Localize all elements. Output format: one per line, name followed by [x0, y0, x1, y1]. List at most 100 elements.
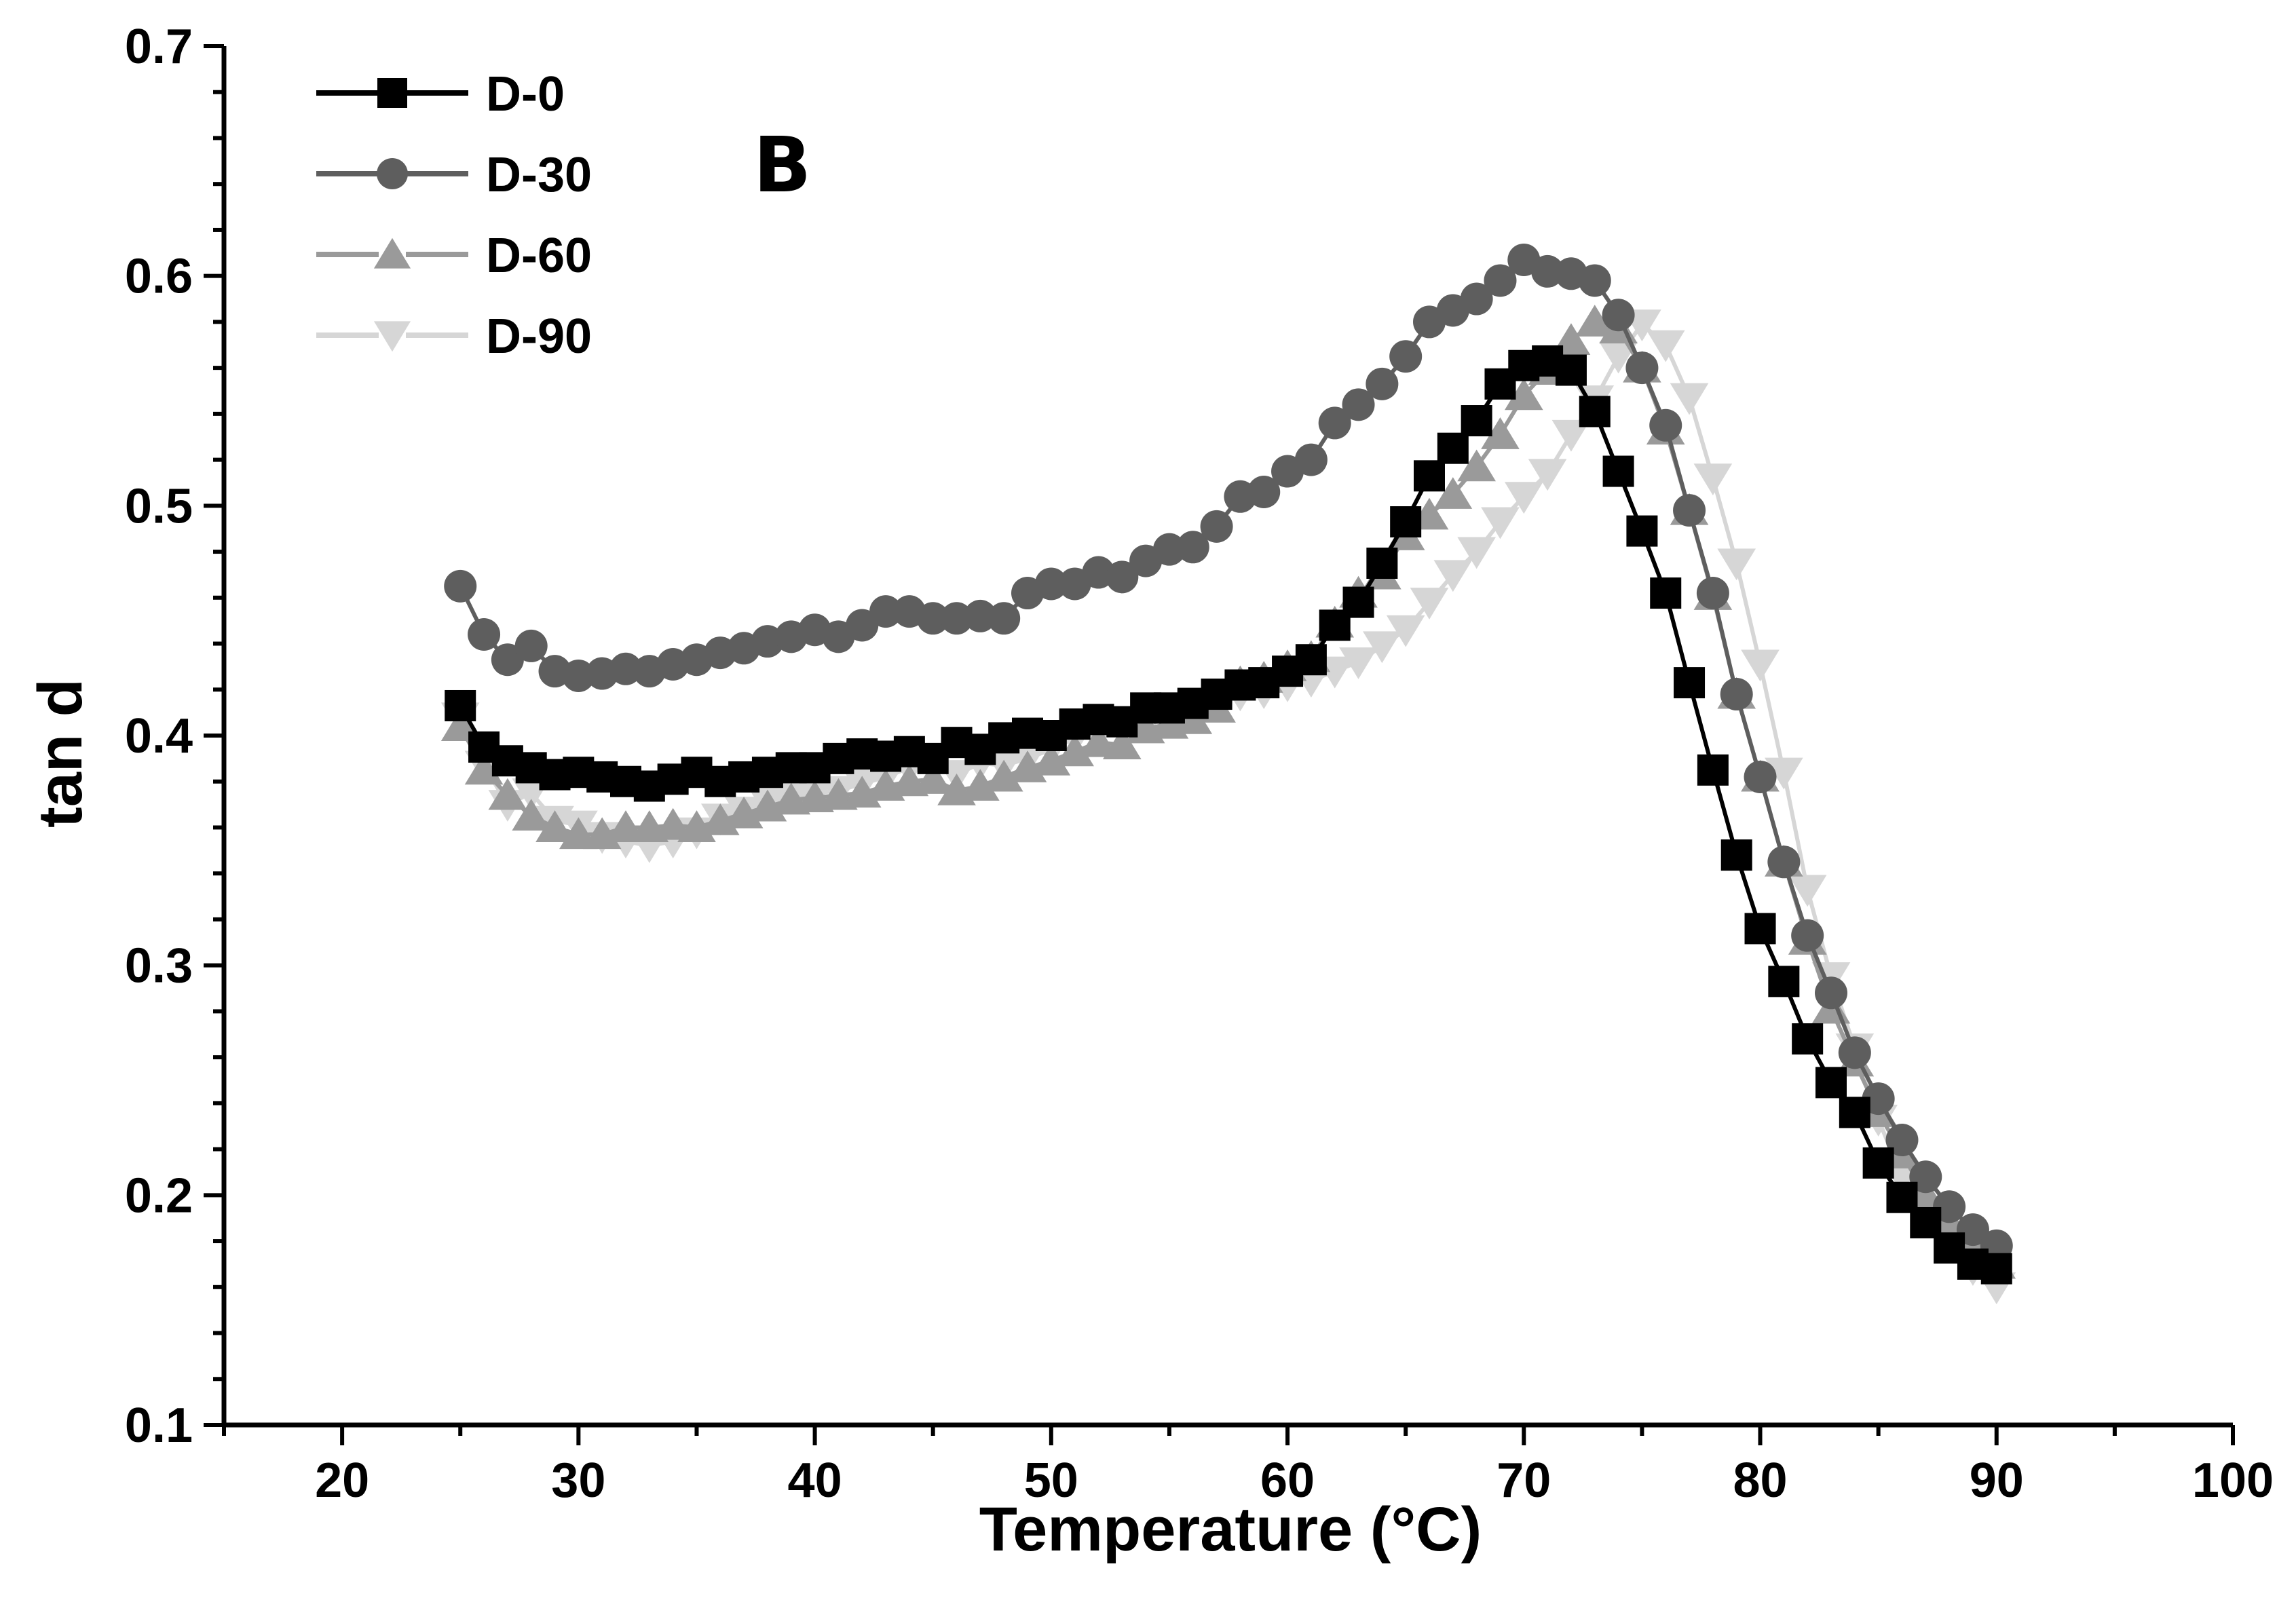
data-point [1625, 351, 1659, 385]
x-tick-label: 50 [1024, 1453, 1078, 1508]
data-point [846, 609, 879, 642]
legend-label: D-60 [486, 229, 592, 283]
data-point [562, 659, 595, 692]
x-axis-title: Temperature (°C) [979, 1495, 1482, 1564]
data-point [1646, 330, 1685, 362]
data-point [1079, 725, 1118, 757]
data-point [1414, 460, 1445, 492]
legend-marker [377, 158, 408, 189]
axes: 20 30 40 50 60 70 80 90 100 0.10.20.30.40.50.60.… [125, 20, 2274, 1508]
data-point [654, 807, 692, 840]
data-point [1481, 507, 1520, 539]
data-point [1481, 417, 1520, 449]
data-point [1457, 537, 1496, 569]
data-point [1366, 548, 1398, 579]
data-point [1528, 459, 1567, 491]
data-point [1295, 644, 1327, 676]
data-point [464, 753, 504, 785]
y-tick-label: 0.3 [125, 939, 193, 993]
series-d-0 [445, 345, 2012, 1285]
y-tick-label: 0.1 [125, 1399, 193, 1453]
data-point [916, 602, 949, 635]
data-point [445, 689, 476, 721]
legend-label: D-90 [486, 309, 592, 364]
data-point [1599, 341, 1638, 374]
data-point [1555, 354, 1587, 386]
data-point [1767, 845, 1801, 879]
y-tick-label: 0.2 [125, 1168, 193, 1223]
data-point [1717, 548, 1756, 581]
legend-marker [377, 78, 407, 108]
data-point [1626, 515, 1658, 547]
data-point [1578, 264, 1611, 297]
plot-area [440, 243, 2016, 1305]
data-point [535, 810, 574, 842]
legend-label: D-0 [486, 67, 565, 121]
data-point [1460, 282, 1493, 316]
data-point [964, 599, 997, 632]
data-point [468, 617, 501, 651]
data-point [1389, 340, 1423, 373]
x-tick-label: 30 [551, 1453, 605, 1508]
data-point [940, 602, 973, 635]
legend-entry-d-0: D-0 [316, 67, 565, 121]
data-point [1788, 875, 1827, 907]
data-point [1862, 1147, 1894, 1179]
legend-marker [373, 321, 411, 352]
data-point [1247, 476, 1281, 509]
data-point [869, 595, 903, 628]
data-point [512, 799, 551, 831]
data-point [1055, 734, 1094, 767]
y-tick-label: 0.7 [125, 20, 193, 74]
x-tick-label: 80 [1733, 1453, 1787, 1508]
data-point [1433, 477, 1473, 509]
data-point [1650, 577, 1682, 609]
data-point [444, 569, 477, 603]
data-point [1484, 264, 1517, 297]
series-layer [440, 243, 2016, 1305]
data-point [1693, 463, 1733, 495]
legend-label: D-30 [486, 148, 592, 202]
data-point [491, 643, 524, 677]
data-point [1433, 560, 1473, 592]
y-tick-label: 0.5 [125, 479, 193, 533]
data-point [1457, 449, 1496, 482]
data-point [1339, 647, 1378, 679]
data-point [1741, 649, 1780, 682]
data-point [1768, 966, 1800, 997]
data-point [1744, 760, 1777, 793]
x-tick-label: 100 [2192, 1453, 2274, 1508]
data-point [1152, 533, 1186, 566]
data-point [1697, 754, 1729, 786]
data-point [1386, 615, 1425, 647]
data-point [1294, 443, 1328, 476]
data-point [1649, 408, 1682, 442]
data-point [1342, 586, 1374, 618]
x-tick-label: 90 [1970, 1453, 2024, 1508]
data-point [1531, 254, 1564, 288]
data-point [1504, 378, 1543, 411]
data-point [984, 759, 1023, 792]
x-tick-label: 20 [315, 1453, 369, 1508]
data-point [1366, 367, 1399, 400]
x-tick-label: 60 [1260, 1453, 1315, 1508]
data-point [609, 652, 642, 685]
data-point [1791, 919, 1824, 952]
y-tick-label: 0.4 [125, 709, 193, 763]
data-point [1437, 432, 1469, 464]
y-ticks: 0.1 0.2 0.3 0.4 0.5 0.6 0.7 [125, 20, 224, 1453]
data-point [1815, 976, 1847, 1010]
series-d-30 [444, 243, 2013, 1262]
data-point [1390, 506, 1422, 538]
data-point [1504, 482, 1543, 514]
x-tick-label: 70 [1497, 1453, 1551, 1508]
data-point [488, 778, 527, 810]
y-tick-label: 0.6 [125, 250, 193, 304]
data-point [1032, 743, 1071, 776]
data-point [987, 602, 1021, 635]
data-point [1674, 667, 1706, 699]
data-point [1318, 406, 1351, 440]
data-point [1744, 913, 1776, 945]
data-point [1102, 727, 1142, 760]
